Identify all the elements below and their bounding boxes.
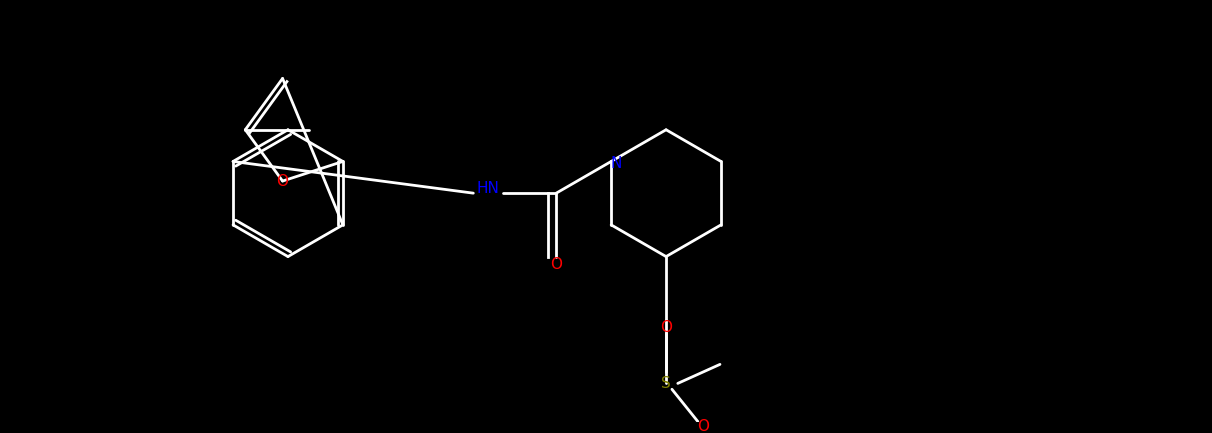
Text: N: N: [611, 156, 622, 171]
Text: O: O: [697, 419, 709, 433]
Text: S: S: [662, 376, 671, 391]
Text: HN: HN: [476, 181, 499, 196]
Text: O: O: [276, 174, 288, 188]
Text: O: O: [661, 320, 673, 335]
Text: O: O: [550, 257, 562, 272]
